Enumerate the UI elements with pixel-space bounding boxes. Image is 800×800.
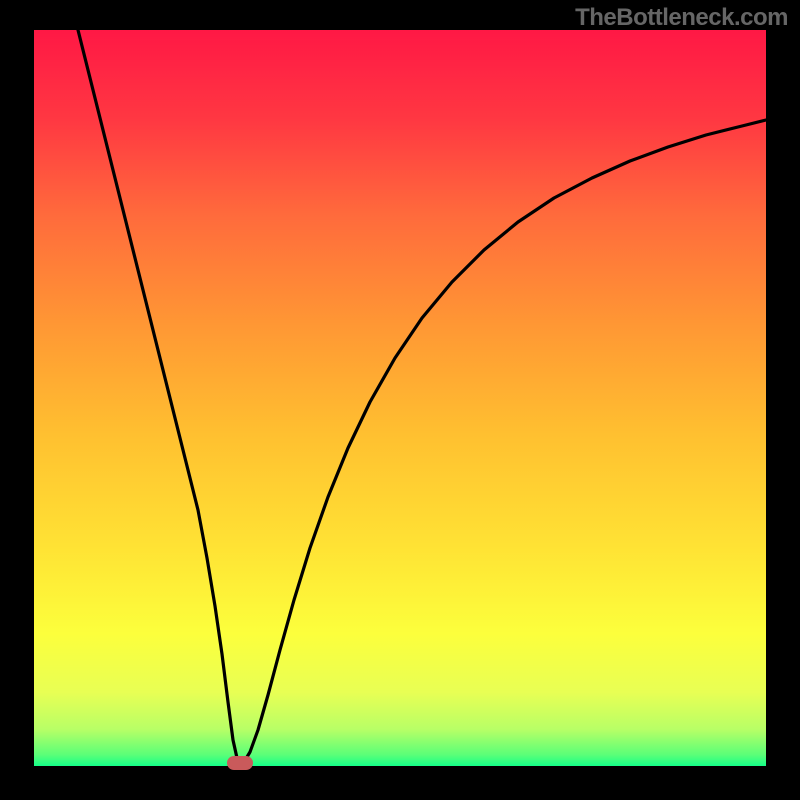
chart-container: TheBottleneck.com — [0, 0, 800, 800]
optimal-marker — [227, 756, 253, 770]
bottleneck-chart — [0, 0, 800, 800]
watermark-text: TheBottleneck.com — [575, 4, 788, 32]
plot-background — [34, 30, 766, 766]
